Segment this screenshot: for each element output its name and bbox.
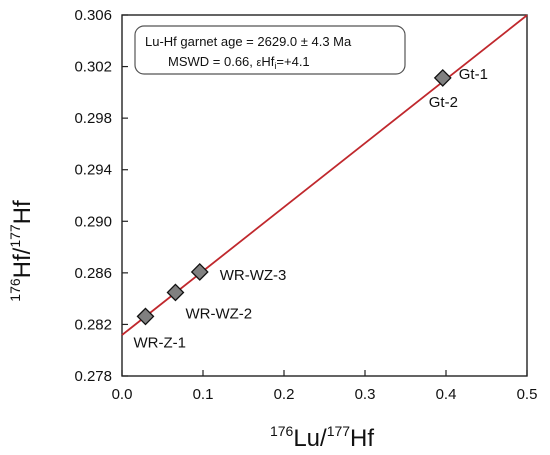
annotation-epsilon: ε bbox=[257, 57, 262, 69]
annotation-hf-sub: i bbox=[274, 61, 276, 71]
x-tick-label: 0.5 bbox=[517, 386, 538, 403]
data-point-label: WR-WZ-3 bbox=[220, 267, 287, 284]
data-point-label: WR-WZ-2 bbox=[185, 305, 252, 322]
data-point-marker bbox=[136, 307, 155, 326]
x-tick-label: 0.1 bbox=[193, 386, 214, 403]
x-tick-label: 0.4 bbox=[436, 386, 457, 403]
x-axis-sup-177: 177 bbox=[327, 423, 351, 439]
y-axis-title: 176Hf/177Hf bbox=[7, 200, 36, 302]
age-annotation: Lu-Hf garnet age = 2629.0 ± 4.3 Ma MSWD … bbox=[134, 25, 406, 75]
y-tick-label: 0.306 bbox=[74, 7, 112, 24]
y-axis-sup-176: 176 bbox=[7, 278, 23, 302]
y-tick-label: 0.282 bbox=[74, 316, 112, 333]
annotation-mswd-prefix: MSWD = 0.66, bbox=[168, 54, 257, 69]
data-point-label: Gt-1 bbox=[459, 66, 488, 83]
plot-frame bbox=[121, 14, 528, 377]
y-tick-label: 0.278 bbox=[74, 368, 112, 385]
x-tick-label: 0.2 bbox=[274, 386, 295, 403]
y-tick-label: 0.302 bbox=[74, 59, 112, 76]
annotation-age: Lu-Hf garnet age = 2629.0 ± 4.3 Ma bbox=[145, 34, 352, 49]
annotation-epsilon-value: =+4.1 bbox=[276, 54, 309, 69]
x-tick-label: 0.3 bbox=[355, 386, 376, 403]
data-point-label: WR-Z-1 bbox=[133, 334, 186, 351]
data-point-marker bbox=[433, 68, 452, 87]
y-axis-sup-177: 177 bbox=[7, 224, 23, 248]
x-axis-hf: Hf bbox=[350, 425, 374, 452]
x-axis-title: 176Lu/177Hf bbox=[270, 423, 374, 452]
y-tick-label: 0.298 bbox=[74, 110, 112, 127]
data-point-marker bbox=[190, 263, 209, 281]
y-axis-hf: Hf/ bbox=[9, 247, 36, 278]
y-tick-label: 0.294 bbox=[74, 162, 112, 179]
data-point-marker bbox=[166, 283, 185, 302]
data-point-label: Gt-2 bbox=[429, 94, 458, 111]
plot-layer: 0.0 0.1 0.2 0.3 0.4 0.5 0.278 0.282 0.286 0.290 0.… bbox=[74, 7, 537, 403]
x-tick-label: 0.0 bbox=[112, 386, 133, 403]
y-tick-label: 0.286 bbox=[74, 265, 112, 282]
annotation-hf: Hf bbox=[261, 54, 274, 69]
isochron-line bbox=[121, 14, 528, 336]
annotation-mswd: MSWD = 0.66, εHfi=+4.1 bbox=[168, 54, 310, 71]
y-axis-hf-2: Hf bbox=[9, 200, 36, 224]
y-tick-label: 0.290 bbox=[74, 213, 112, 230]
x-axis-sup-176: 176 bbox=[270, 423, 294, 439]
x-axis-lu: Lu/ bbox=[293, 425, 327, 452]
annotation-box bbox=[134, 25, 406, 75]
